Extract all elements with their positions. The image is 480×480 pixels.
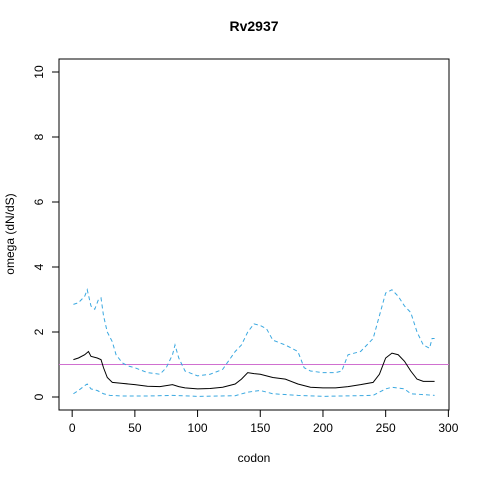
y-axis-label: omega (dN/dS) bbox=[3, 193, 17, 274]
plot-frame bbox=[58, 58, 450, 411]
y-tick-label: 8 bbox=[32, 133, 46, 140]
x-axis-label: codon bbox=[238, 451, 271, 465]
x-tick-label: 50 bbox=[128, 421, 142, 435]
x-tick-label: 0 bbox=[69, 421, 76, 435]
series-line bbox=[73, 383, 435, 397]
x-tick-label: 250 bbox=[376, 421, 396, 435]
chart-title: Rv2937 bbox=[229, 18, 278, 34]
x-tick-label: 200 bbox=[313, 421, 333, 435]
x-tick-label: 100 bbox=[188, 421, 208, 435]
y-tick-label: 2 bbox=[32, 328, 46, 335]
x-tick-label: 150 bbox=[250, 421, 270, 435]
y-tick-label: 6 bbox=[32, 198, 46, 205]
series-line bbox=[73, 350, 435, 390]
y-tick-label: 4 bbox=[32, 263, 46, 270]
series-line bbox=[73, 288, 435, 377]
x-tick-label: 300 bbox=[438, 421, 458, 435]
y-tick-label: 0 bbox=[32, 393, 46, 400]
y-tick-label: 10 bbox=[32, 65, 46, 79]
